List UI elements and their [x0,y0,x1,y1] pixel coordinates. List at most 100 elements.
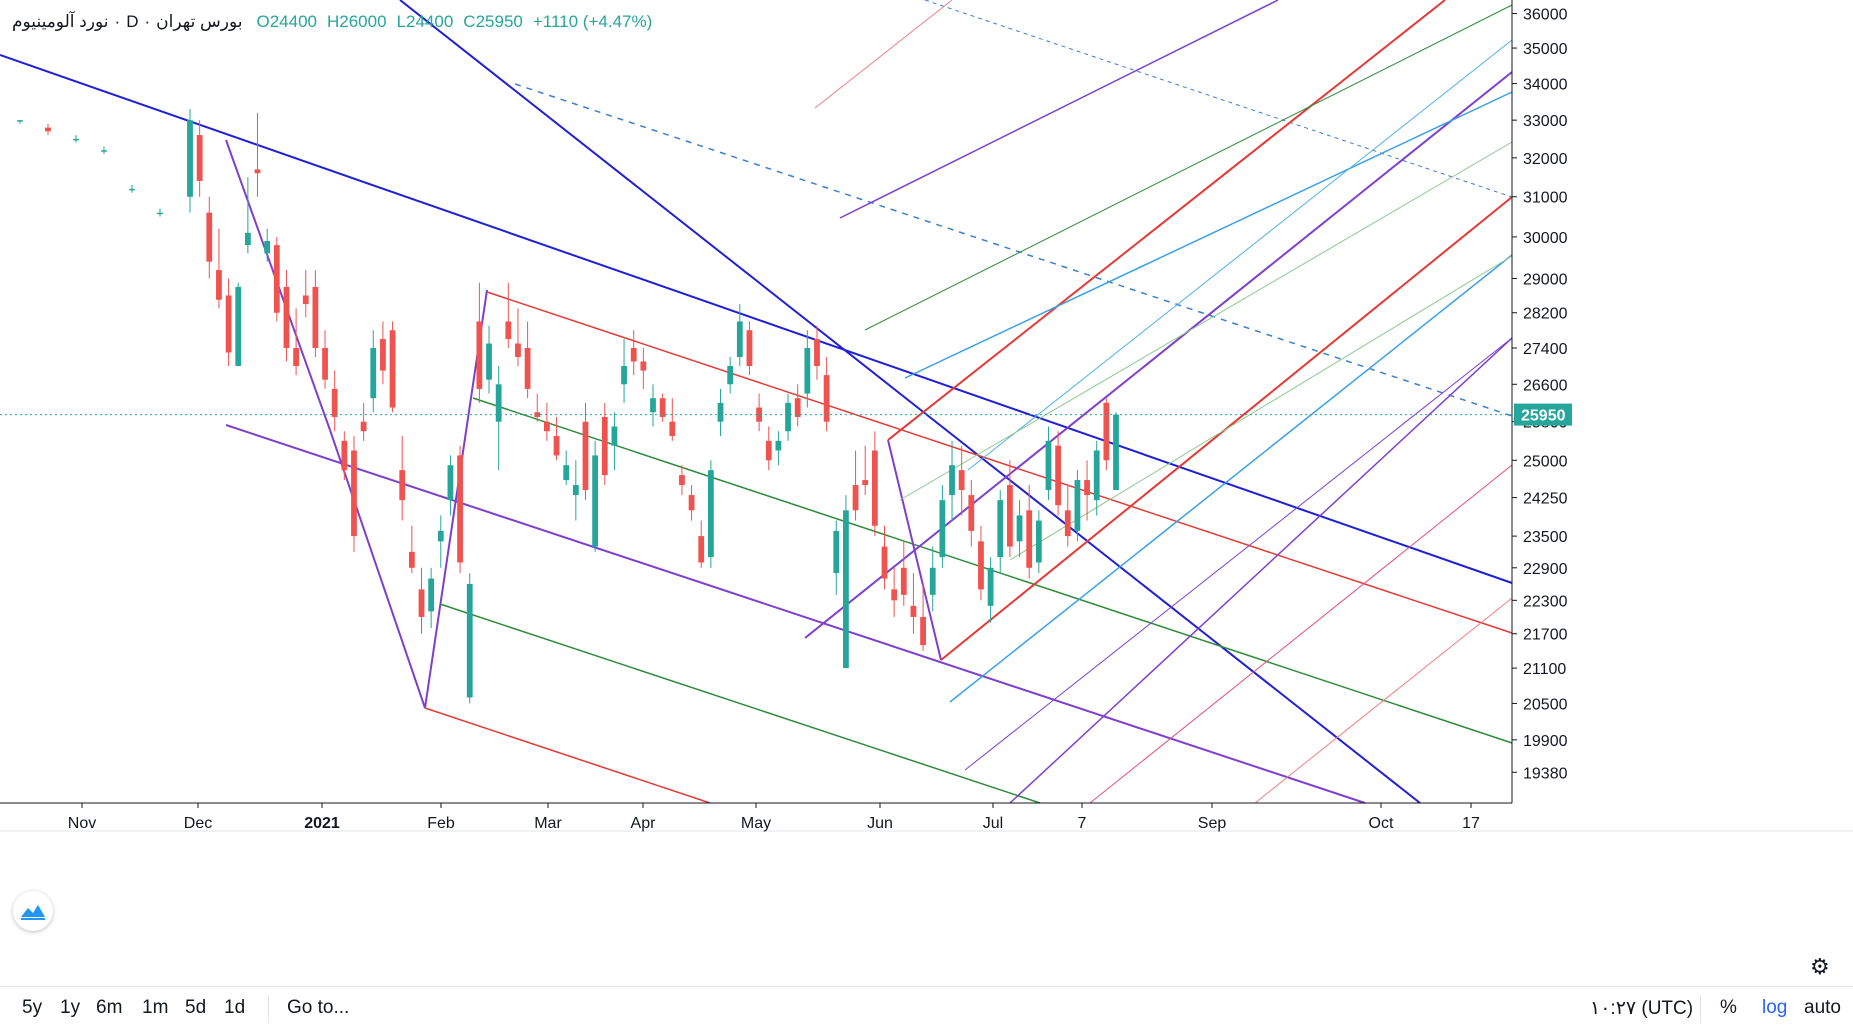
candle[interactable] [1026,485,1033,579]
range-1m-button[interactable]: 1m [142,997,169,1018]
candle[interactable] [351,436,357,552]
candle[interactable] [466,573,473,704]
candle[interactable] [447,455,454,516]
trendline[interactable] [424,707,711,804]
candle[interactable] [640,347,647,389]
candle[interactable] [572,460,579,521]
candle[interactable] [852,450,859,521]
candle[interactable] [978,525,984,601]
trendline[interactable] [1009,255,1513,561]
candle[interactable] [129,184,135,193]
candle[interactable] [254,112,261,197]
candle[interactable] [968,480,975,547]
candle[interactable] [958,445,965,516]
log-toggle[interactable]: log [1762,997,1788,1018]
candle[interactable] [1103,398,1110,471]
range-1d-button[interactable]: 1d [224,997,246,1018]
candle[interactable] [1055,431,1062,516]
candle[interactable] [910,573,917,634]
candle[interactable] [987,557,994,623]
candle[interactable] [756,393,762,432]
trendline[interactable] [225,424,1366,804]
trendline[interactable] [1089,464,1513,804]
candle[interactable] [495,366,502,471]
candle[interactable] [418,567,425,634]
candle[interactable] [515,308,521,367]
candle[interactable] [283,270,290,362]
time-axis[interactable]: Nov Dec 2021 Feb Mar Apr May Jun Jul 7 Sep Oct 17 [0,802,1853,832]
candle[interactable] [302,270,309,318]
candle[interactable] [73,135,79,143]
candle[interactable] [399,436,406,521]
candle[interactable] [225,278,232,367]
candle[interactable] [592,440,599,552]
trendline[interactable] [0,54,1513,584]
candle[interactable] [871,431,878,537]
tradingview-logo-icon[interactable] [13,891,53,931]
candle[interactable] [929,546,936,612]
candle[interactable] [389,321,396,413]
candle[interactable] [611,412,618,471]
candle[interactable] [630,330,637,376]
candle[interactable] [553,416,560,461]
trendline[interactable] [899,141,1513,501]
timezone-button[interactable]: ۱۰:۲۷ (UTC) [1590,998,1694,1019]
candle[interactable] [457,445,463,574]
candle[interactable] [881,525,888,590]
candle[interactable] [476,282,483,403]
candle[interactable] [775,431,782,466]
candle[interactable] [939,485,946,568]
candle[interactable] [679,465,685,496]
trendline[interactable] [439,603,1041,804]
candle[interactable] [187,109,193,213]
candle[interactable] [785,393,791,441]
candle[interactable] [621,339,627,403]
candle[interactable] [312,270,319,357]
symbol-name[interactable]: نورد آلومینیوم [12,12,109,31]
candle[interactable] [804,330,811,408]
candle[interactable] [707,460,714,568]
candle[interactable] [997,490,1004,574]
trendline[interactable] [839,0,1279,219]
chart-canvas[interactable]: 19380 19900 20500 21100 21700 22300 22900 23500… [0,0,1853,986]
goto-button[interactable]: Go to... [287,997,350,1018]
auto-toggle[interactable]: auto [1804,997,1841,1018]
candle[interactable] [1064,485,1071,547]
candle[interactable] [244,177,251,254]
range-5d-button[interactable]: 5d [185,997,207,1018]
candle[interactable] [736,304,743,367]
trendline[interactable] [399,0,1421,804]
candle[interactable] [900,541,907,606]
candle[interactable] [727,356,734,394]
candle[interactable] [544,402,550,441]
candle[interactable] [408,525,415,574]
candle[interactable] [659,393,666,422]
candle[interactable] [920,583,926,651]
candle[interactable] [1035,510,1042,574]
trendline[interactable] [967,39,1513,471]
candle[interactable] [370,330,377,413]
candle[interactable] [843,495,849,669]
trendline[interactable] [1254,597,1513,804]
candle[interactable] [437,515,444,568]
trendline[interactable] [904,91,1513,379]
candle[interactable] [380,321,386,385]
candle[interactable] [206,196,213,279]
trendline[interactable] [329,429,426,709]
candle[interactable] [794,384,801,427]
range-5y-button[interactable]: 5y [22,997,43,1018]
candle[interactable] [293,308,299,376]
candle[interactable] [524,321,531,399]
candle[interactable] [534,393,541,422]
trendline[interactable] [949,254,1513,703]
candle[interactable] [1016,500,1023,558]
trendline[interactable] [804,71,1513,639]
trendline[interactable] [1009,337,1513,804]
gear-icon[interactable]: ⚙ [1810,954,1830,979]
interval-label[interactable]: D [126,12,139,31]
candle[interactable] [1113,412,1119,491]
candle[interactable] [717,388,724,437]
candle[interactable] [891,567,898,617]
candle[interactable] [273,236,280,322]
candle[interactable] [157,208,163,217]
